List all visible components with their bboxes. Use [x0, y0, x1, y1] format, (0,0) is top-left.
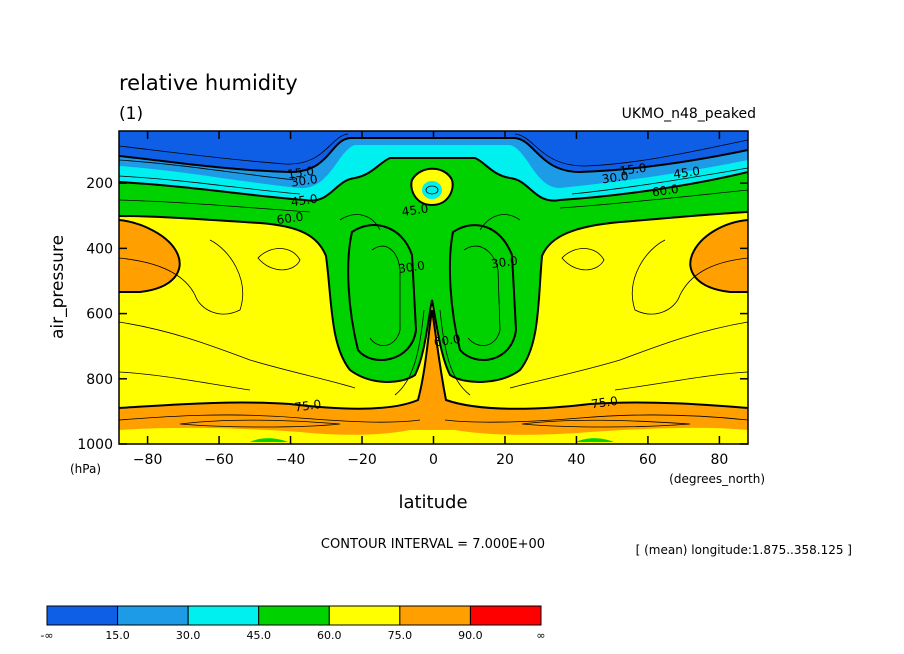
- x-tick-label: −40: [276, 452, 306, 468]
- x-tick-label: 40: [568, 452, 586, 468]
- contour-label: 30.0: [490, 254, 518, 272]
- contour-interval-text: CONTOUR INTERVAL = 7.000E+00: [321, 537, 545, 552]
- y-axis-label: air_pressure: [48, 235, 68, 339]
- chart-title: relative humidity: [119, 71, 298, 95]
- colorbar-swatch-4: [328, 605, 401, 626]
- contour-label: 30.0: [601, 169, 629, 187]
- colorbar-label: 30.0: [176, 629, 201, 642]
- x-axis-ticks: −80 −60 −40 −20 0 20 40 60 80: [133, 131, 728, 468]
- band-cyan-spot: [422, 181, 442, 199]
- averaging-text: [ (mean) longitude:1.875..358.125 ]: [636, 543, 852, 557]
- y-axis-units: (hPa): [70, 462, 101, 476]
- contour-label: 15.0: [619, 161, 647, 179]
- dataset-label: UKMO_n48_peaked: [622, 106, 756, 122]
- colorbar-swatch-3: [258, 605, 330, 626]
- units-label: (1): [119, 104, 143, 124]
- x-tick-label: −80: [133, 452, 163, 468]
- colorbar-label: 60.0: [317, 629, 342, 642]
- x-tick-label: 20: [496, 452, 514, 468]
- colorbar-label: 45.0: [246, 629, 271, 642]
- contour-label: 75.0: [294, 397, 322, 415]
- y-tick-label: 1000: [77, 437, 113, 453]
- y-tick-label: 400: [86, 241, 113, 257]
- band-green-pocket-right: [576, 438, 614, 442]
- contour-label: 15.0: [287, 164, 315, 182]
- colorbar-label: ∞: [536, 629, 545, 642]
- colorbar-label: 15.0: [105, 629, 130, 642]
- colorbar-swatch-6: [469, 605, 542, 626]
- y-tick-label: 200: [86, 176, 113, 192]
- contour-label: 30.0: [290, 172, 318, 190]
- contour-label: 75.0: [590, 394, 618, 412]
- colorbar-label: 75.0: [388, 629, 413, 642]
- x-tick-label: −60: [204, 452, 234, 468]
- colorbar-label: -∞: [40, 629, 53, 642]
- contour-field: 15.030.045.060.0 45.030.0 30.060.075.0 75.0…: [119, 131, 748, 444]
- x-axis-label: latitude: [398, 492, 467, 513]
- contour-label: 60.0: [433, 332, 461, 350]
- contour-label: 60.0: [276, 210, 304, 228]
- contour-label: 45.0: [401, 201, 429, 219]
- contour-label: 45.0: [672, 164, 700, 182]
- colorbar-swatch-2: [187, 605, 260, 626]
- x-tick-label: 80: [710, 452, 728, 468]
- bold-contours: [119, 137, 748, 410]
- band-green-pocket-left: [250, 438, 288, 442]
- y-tick-label: 600: [86, 307, 113, 323]
- x-tick-label: −20: [347, 452, 377, 468]
- contour-label: 30.0: [397, 258, 425, 276]
- y-tick-label: 800: [86, 372, 113, 388]
- y-axis-ticks: 200 400 600 800 1000: [77, 176, 748, 453]
- x-tick-label: 0: [429, 452, 438, 468]
- colorbar-swatch-5: [399, 605, 471, 626]
- contour-label: 60.0: [651, 182, 679, 200]
- colorbar-swatch-0: [46, 605, 119, 626]
- colorbar-label: 90.0: [458, 629, 483, 642]
- contour-label: 45.0: [290, 192, 318, 210]
- band-75-90: [119, 220, 748, 444]
- colorbar: -∞ 15.0 30.0 45.0 60.0 75.0 90.0 ∞: [40, 605, 546, 642]
- x-axis-units: (degrees_north): [669, 472, 765, 486]
- contour-labels: 15.030.045.060.0 45.030.0 30.060.075.0 75.0…: [276, 161, 701, 415]
- thin-contours: [119, 133, 748, 428]
- x-tick-label: 60: [639, 452, 657, 468]
- colorbar-swatch-1: [117, 605, 189, 626]
- band-60-75: [119, 168, 748, 444]
